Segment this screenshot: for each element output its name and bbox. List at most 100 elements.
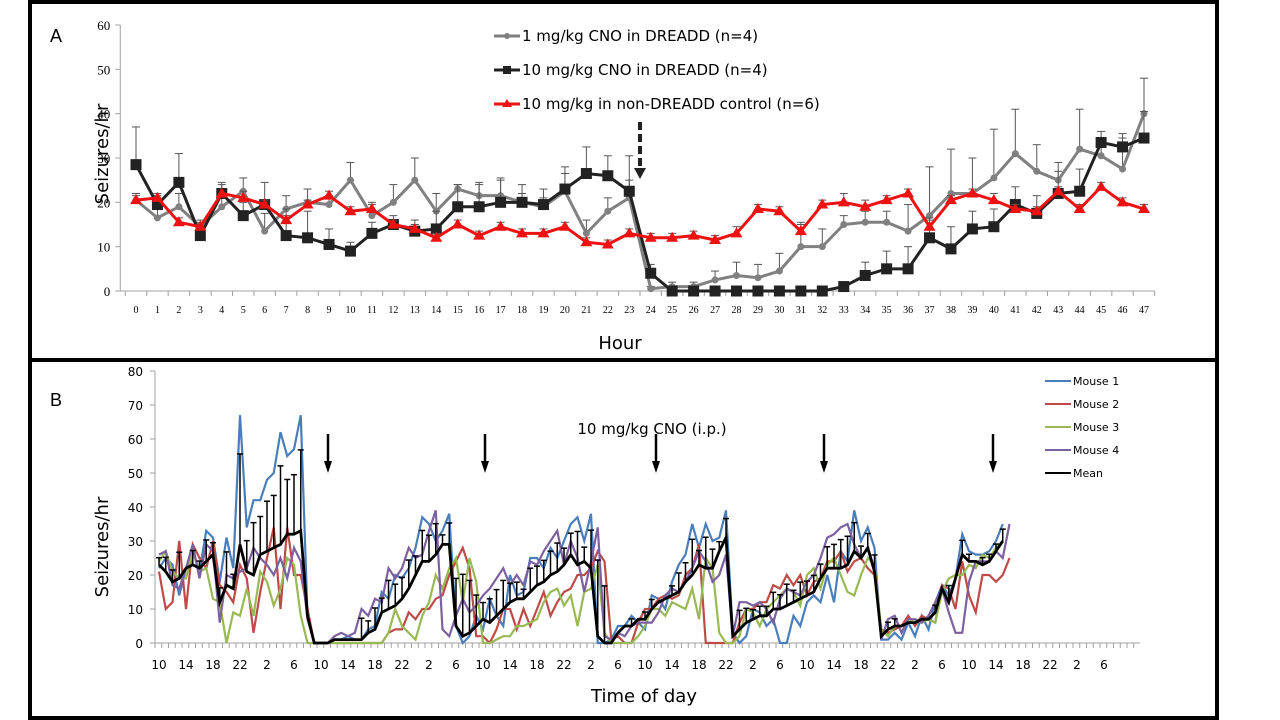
mean-error-bars — [156, 449, 1006, 643]
data-point — [151, 191, 164, 202]
injection-arrow-icon — [324, 461, 332, 473]
data-point — [130, 194, 142, 205]
data-point — [151, 199, 163, 211]
data-point — [365, 202, 378, 213]
x-tick-label-a: 43 — [1053, 305, 1063, 316]
data-point — [709, 285, 721, 297]
x-tick-label-a: 13 — [410, 305, 420, 316]
data-point — [473, 201, 485, 213]
x-tick-label-b: 14 — [826, 658, 841, 672]
data-point — [258, 198, 271, 209]
injection-arrow-icon — [652, 461, 660, 473]
dashed-arrow-icon — [634, 168, 646, 179]
x-tick-label-b: 14 — [502, 658, 517, 672]
y-tick-label-b: 40 — [128, 501, 143, 515]
data-point — [408, 222, 421, 233]
y-tick-label-b: 70 — [128, 399, 143, 413]
y-tick-label-a: 10 — [97, 240, 110, 255]
x-tick-label-b: 14 — [178, 658, 193, 672]
data-point — [237, 210, 249, 222]
x-tick-label-b: 14 — [340, 658, 355, 672]
data-point — [987, 194, 1000, 205]
data-point — [944, 194, 957, 205]
data-point — [130, 159, 142, 171]
data-point — [945, 243, 957, 255]
data-point — [794, 225, 807, 236]
data-point — [175, 203, 183, 211]
data-point — [173, 176, 185, 188]
data-point — [473, 229, 486, 240]
legend-label: Mean — [1073, 467, 1103, 480]
data-point — [861, 218, 869, 226]
data-point — [1076, 145, 1084, 153]
data-point — [368, 212, 376, 220]
series-line-mouse-3 — [158, 540, 1004, 645]
data-point — [580, 236, 593, 247]
data-point — [411, 176, 419, 184]
legend-a: 1 mg/kg CNO in DREADD (n=4) 10 mg/kg CNO … — [494, 27, 820, 113]
data-point — [730, 227, 743, 238]
y-tick-label-a: 30 — [97, 151, 110, 166]
x-tick-label-b: 18 — [691, 658, 706, 672]
x-tick-label-b: 10 — [313, 658, 328, 672]
x-tick-label-a: 20 — [560, 305, 570, 316]
x-tick-label-b: 22 — [718, 658, 733, 672]
data-point — [1138, 132, 1150, 144]
x-tick-label-a: 23 — [624, 305, 634, 316]
y-tick-label-a: 0 — [104, 284, 111, 299]
data-point — [647, 285, 655, 293]
data-point — [602, 170, 614, 182]
x-tick-label-a: 39 — [967, 305, 977, 316]
data-point — [516, 227, 529, 238]
y-tick-label-b: 0 — [135, 637, 143, 651]
x-tick-label-a: 11 — [367, 305, 377, 316]
data-point — [430, 231, 443, 242]
data-point — [733, 271, 741, 279]
x-tick-label-b: 6 — [1100, 658, 1108, 672]
data-point — [775, 267, 783, 275]
data-point — [623, 227, 636, 238]
data-point — [1009, 202, 1022, 213]
data-point — [966, 223, 978, 235]
x-tick-label-a: 37 — [925, 305, 935, 316]
data-point — [645, 267, 657, 279]
data-point — [601, 238, 614, 249]
data-point — [923, 220, 936, 231]
data-point — [301, 198, 314, 209]
data-point — [880, 194, 893, 205]
data-point — [816, 198, 829, 209]
data-point — [687, 229, 700, 240]
x-tick-label-a: 26 — [689, 305, 699, 316]
legend-label: Mouse 3 — [1073, 421, 1119, 434]
data-point — [451, 218, 464, 229]
x-tick-label-a: 15 — [453, 305, 463, 316]
x-tick-label-a: 19 — [538, 305, 548, 316]
data-point — [537, 227, 550, 238]
x-tick-label-a: 0 — [134, 305, 139, 316]
y-tick-label-a: 50 — [97, 62, 110, 77]
x-tick-label-a: 31 — [796, 305, 806, 316]
x-tick-label-b: 10 — [961, 658, 976, 672]
x-tick-label-a: 3 — [198, 305, 203, 316]
injection-arrow-icon — [820, 461, 828, 473]
x-tick-label-a: 18 — [517, 305, 527, 316]
data-point — [580, 168, 592, 180]
data-point — [172, 216, 185, 227]
legend-label: 10 mg/kg in non-DREADD control (n=6) — [522, 95, 820, 113]
data-point — [904, 227, 912, 235]
x-tick-label-a: 46 — [1118, 305, 1128, 316]
y-tick-label-a: 60 — [97, 18, 110, 33]
x-tick-label-b: 22 — [394, 658, 409, 672]
x-tick-label-a: 47 — [1139, 305, 1149, 316]
data-point — [280, 230, 292, 242]
data-point — [902, 187, 915, 198]
x-tick-label-b: 6 — [452, 658, 460, 672]
x-tick-label-a: 17 — [496, 305, 506, 316]
chart-a: A Seizures/hr Hour 1 mg/kg CNO in DREADD… — [50, 18, 1156, 354]
data-point — [751, 202, 764, 213]
data-point — [344, 245, 356, 257]
x-tick-label-a: 16 — [474, 305, 484, 316]
x-tick-label-b: 2 — [749, 658, 757, 672]
injection-arrow-icon — [481, 461, 489, 473]
legend-label: Mouse 2 — [1073, 398, 1119, 411]
